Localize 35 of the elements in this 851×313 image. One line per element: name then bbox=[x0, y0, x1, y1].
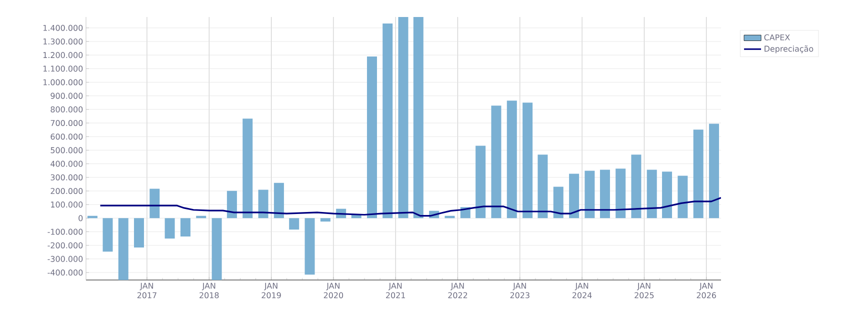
bar bbox=[413, 17, 424, 218]
bar bbox=[476, 146, 486, 218]
bar bbox=[491, 106, 502, 218]
bar bbox=[150, 188, 160, 218]
bar bbox=[226, 190, 237, 218]
bar bbox=[320, 218, 330, 222]
bar bbox=[274, 182, 284, 218]
bar bbox=[212, 218, 222, 280]
bar bbox=[646, 170, 657, 218]
bar bbox=[584, 170, 595, 218]
bar bbox=[382, 24, 393, 218]
bar bbox=[600, 170, 610, 218]
bar bbox=[538, 154, 548, 218]
line-series bbox=[99, 196, 722, 217]
bar bbox=[678, 176, 688, 218]
bar bbox=[289, 218, 300, 230]
bar bbox=[569, 174, 580, 218]
bar bbox=[506, 100, 517, 218]
bar bbox=[102, 218, 113, 252]
bar bbox=[180, 218, 190, 237]
bar bbox=[553, 186, 564, 218]
bar bbox=[662, 172, 672, 218]
bar bbox=[709, 124, 720, 218]
bar bbox=[258, 190, 268, 218]
bar bbox=[522, 102, 533, 218]
bar bbox=[118, 218, 128, 280]
bar bbox=[616, 168, 626, 218]
bar bbox=[693, 130, 704, 218]
bar bbox=[366, 56, 377, 218]
bar bbox=[398, 17, 408, 218]
bar bbox=[631, 154, 642, 218]
bar bbox=[304, 218, 315, 275]
bar bbox=[164, 218, 175, 239]
bar bbox=[134, 218, 144, 248]
bar bbox=[242, 118, 253, 218]
